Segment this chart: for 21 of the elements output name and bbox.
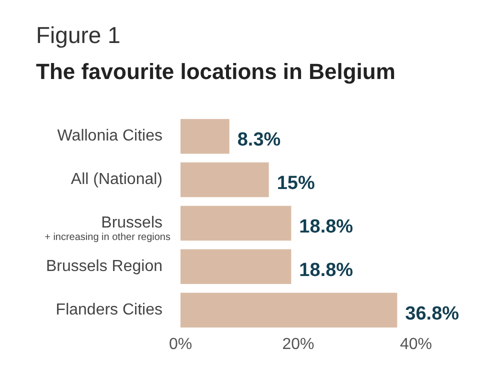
y-tick-label: Brussels — [101, 214, 162, 232]
y-tick-label: All (National) — [70, 171, 162, 188]
data-label: 18.8% — [299, 260, 354, 281]
data-label: 18.8% — [299, 216, 354, 238]
data-label: 15% — [276, 172, 315, 194]
x-tick-label: 40% — [400, 336, 432, 353]
y-tick-label: Wallonia Cities — [57, 128, 162, 145]
bar — [180, 118, 230, 154]
chart-subtitle: Figure 1 — [36, 22, 122, 49]
x-tick-label: 0% — [168, 336, 192, 353]
x-tick-label: 20% — [282, 336, 314, 353]
data-label: 36.8% — [405, 303, 460, 324]
y-tick-label: Brussels Region — [46, 258, 162, 276]
bar — [180, 292, 398, 328]
data-label: 8.3% — [237, 130, 281, 151]
bar — [180, 162, 269, 198]
bar — [180, 206, 292, 241]
text: + increasing in other regions — [44, 232, 170, 243]
bar — [180, 249, 292, 284]
y-tick-label: Flanders Cities — [56, 301, 162, 318]
chart-title: The favourite locations in Belgium — [36, 59, 396, 85]
